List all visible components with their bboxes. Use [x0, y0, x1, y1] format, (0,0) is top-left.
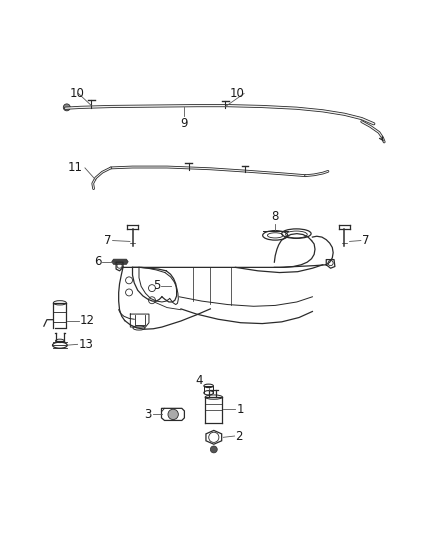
- Text: 7: 7: [104, 234, 112, 247]
- Text: 5: 5: [153, 279, 161, 293]
- Text: 2: 2: [236, 430, 243, 442]
- Text: 6: 6: [94, 255, 101, 268]
- Text: 1: 1: [236, 403, 244, 416]
- Text: 10: 10: [70, 87, 85, 100]
- Text: 11: 11: [68, 161, 83, 174]
- Text: 8: 8: [272, 210, 279, 223]
- Circle shape: [210, 446, 217, 453]
- Text: 3: 3: [145, 408, 152, 421]
- Circle shape: [64, 104, 70, 111]
- Circle shape: [168, 409, 178, 419]
- Text: 4: 4: [195, 374, 203, 387]
- Text: 9: 9: [180, 117, 188, 130]
- Text: 12: 12: [80, 314, 95, 327]
- Text: 13: 13: [78, 338, 93, 351]
- Polygon shape: [112, 259, 128, 264]
- Text: 10: 10: [230, 87, 245, 100]
- Text: 7: 7: [362, 234, 369, 247]
